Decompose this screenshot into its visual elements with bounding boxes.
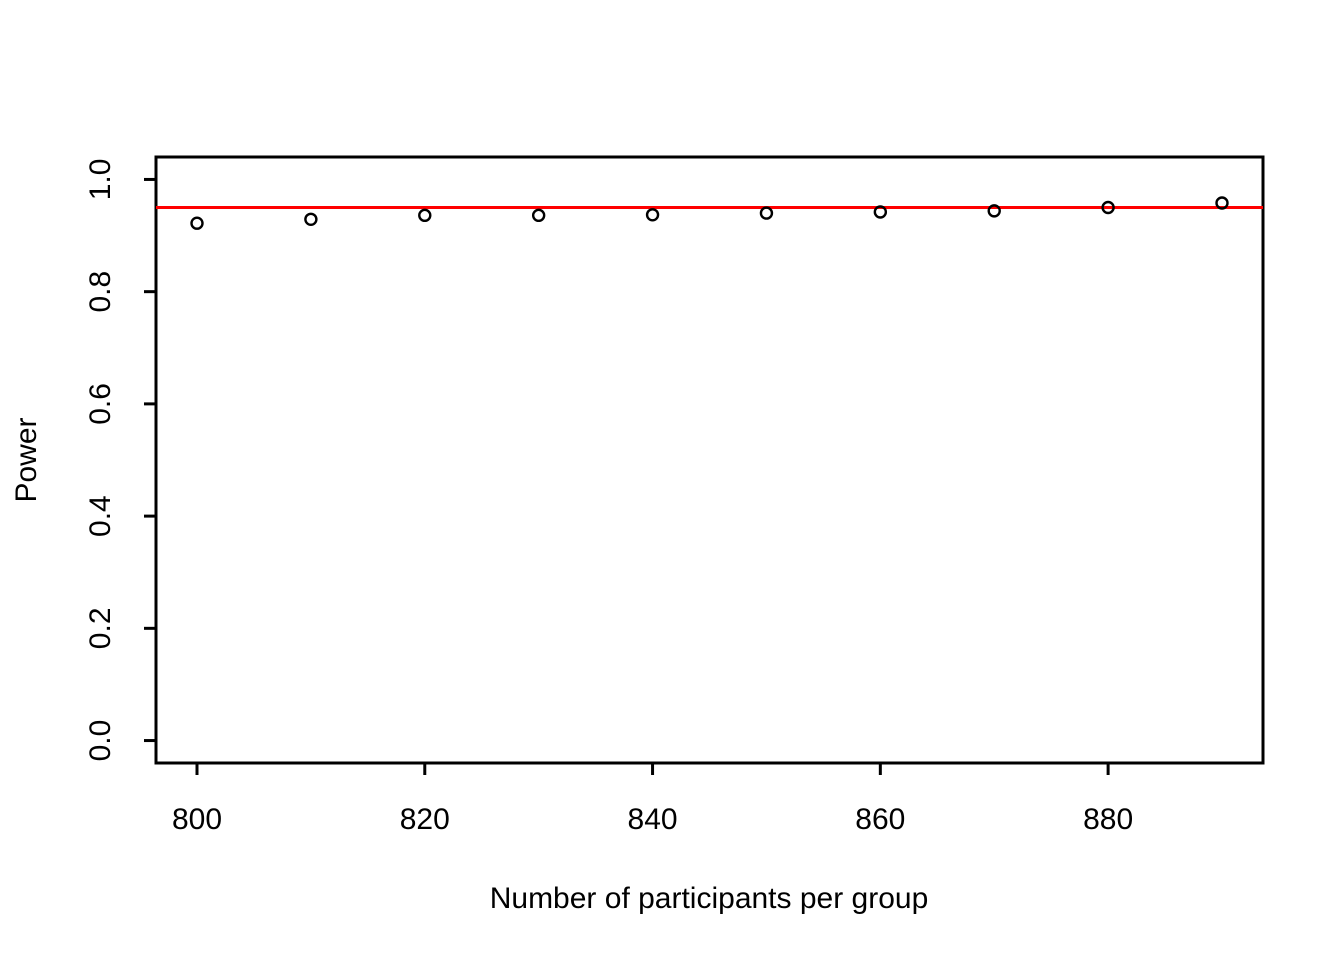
data-point (987, 204, 1001, 218)
y-tick-label: 0.2 (84, 607, 117, 649)
y-tick-label: 0.0 (84, 720, 117, 762)
y-tick-label: 0.8 (84, 271, 117, 313)
x-tick-label: 800 (172, 803, 222, 836)
data-point (873, 205, 888, 219)
y-axis: 0.0 0.2 0.4 0.6 0.8 1.0 (84, 159, 156, 762)
data-point (645, 208, 660, 222)
y-tick-label: 0.6 (84, 383, 117, 425)
x-tick-label: 840 (628, 803, 678, 836)
data-point (190, 216, 204, 230)
data-point (1101, 200, 1115, 215)
x-tick-label: 820 (400, 803, 450, 836)
data-points (190, 196, 1229, 230)
data-point (304, 212, 318, 226)
plot-border (154, 155, 1265, 765)
data-point (1215, 196, 1229, 210)
x-axis-title: Number of participants per group (490, 882, 929, 915)
x-tick-label: 860 (855, 803, 905, 836)
data-point (759, 206, 774, 220)
data-point (531, 208, 546, 223)
y-tick-label: 0.4 (84, 495, 117, 537)
data-point (418, 208, 432, 223)
y-axis-title: Power (10, 417, 43, 502)
y-tick-label: 1.0 (84, 159, 117, 201)
x-axis: 800 820 840 860 880 (172, 763, 1133, 836)
x-tick-label: 880 (1083, 803, 1133, 836)
